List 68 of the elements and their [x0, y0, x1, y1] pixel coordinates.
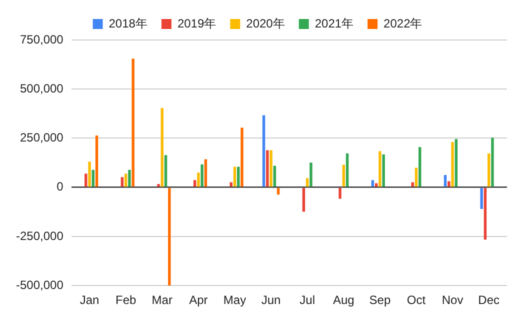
bar — [270, 150, 272, 187]
x-tick-label: Mar — [152, 293, 172, 308]
bar — [346, 153, 349, 187]
legend-label: 2021年 — [314, 16, 354, 30]
bar — [233, 166, 236, 187]
bar — [168, 188, 171, 286]
bar — [92, 170, 95, 187]
bar — [382, 154, 385, 187]
legend-label: 2019年 — [177, 16, 216, 30]
bar — [95, 135, 98, 187]
bar — [88, 162, 91, 187]
bar — [484, 188, 487, 240]
bar — [491, 138, 494, 187]
bar — [160, 108, 164, 187]
bar — [262, 115, 266, 187]
bar — [338, 188, 342, 199]
legend-label: 2022年 — [384, 16, 422, 30]
bar — [128, 170, 131, 187]
bar — [237, 166, 240, 187]
legend-label: 2020年 — [246, 16, 285, 30]
bar — [164, 155, 168, 187]
bar — [371, 180, 374, 187]
bar — [120, 177, 124, 187]
bar — [240, 128, 244, 187]
bar — [124, 174, 128, 187]
bar — [193, 180, 196, 187]
x-tick-label: Jan — [80, 293, 100, 308]
x-tick-label: Jun — [261, 293, 281, 308]
bar — [276, 188, 280, 195]
bar — [378, 151, 382, 187]
bar — [266, 150, 269, 187]
y-tick-label: 750,000 — [20, 32, 64, 46]
x-tick-label: Dec — [478, 293, 500, 308]
bar — [310, 162, 312, 187]
x-tick-label: May — [223, 293, 246, 308]
bar — [200, 164, 204, 187]
bar — [414, 168, 418, 187]
bar — [451, 142, 454, 187]
bar — [444, 174, 447, 187]
bar — [480, 188, 483, 209]
bar — [197, 172, 200, 187]
bar — [342, 164, 345, 187]
bar — [418, 147, 422, 187]
legend-label: 2018年 — [108, 16, 148, 30]
y-tick-label: 250,000 — [20, 130, 64, 145]
bar — [157, 184, 160, 187]
x-tick-label: Feb — [115, 293, 136, 308]
y-tick-label: 500,000 — [20, 81, 64, 96]
bar — [487, 153, 490, 187]
bar — [306, 178, 309, 187]
bar — [230, 182, 232, 187]
bar — [302, 188, 306, 212]
x-tick-label: Oct — [406, 293, 426, 308]
y-tick-label: -500,000 — [16, 278, 64, 292]
x-tick-label: Nov — [442, 293, 464, 308]
x-tick-label: Aug — [332, 293, 354, 308]
bar — [273, 166, 276, 187]
bar — [374, 183, 378, 187]
x-tick-label: Sep — [369, 293, 391, 308]
x-tick-label: Apr — [189, 293, 208, 308]
bar — [448, 181, 450, 187]
bar — [454, 139, 458, 187]
x-tick-label: Jul — [300, 293, 316, 308]
bar — [204, 159, 208, 187]
y-tick-label: 0 — [56, 180, 64, 194]
bar — [132, 58, 134, 187]
bar — [84, 174, 88, 187]
y-tick-label: -250,000 — [16, 228, 64, 243]
